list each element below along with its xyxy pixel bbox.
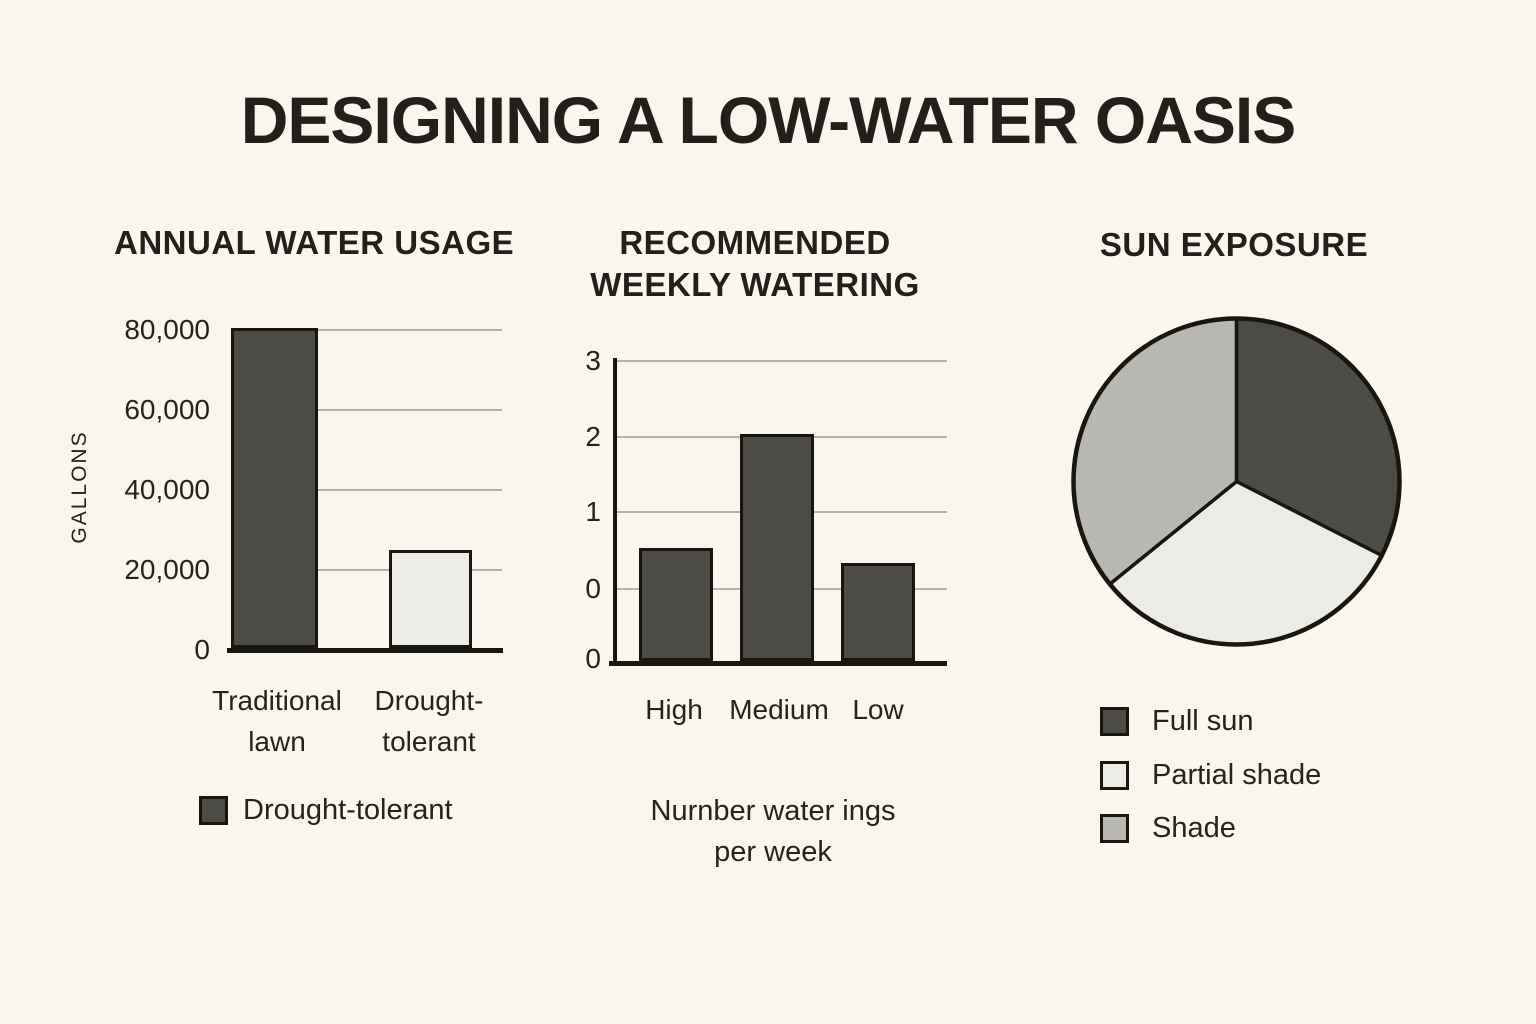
legend-label-partial-shade: Partial shade bbox=[1152, 759, 1322, 791]
weekly-watering-title: RECOMMENDED WEEKLY WATERING bbox=[590, 224, 920, 303]
pie-outline bbox=[1071, 316, 1402, 647]
legend-label-full-sun: Full sun bbox=[1152, 705, 1254, 737]
pie-svg bbox=[1071, 316, 1402, 647]
sun-exposure-pie-chart bbox=[1064, 309, 1409, 654]
x-axis bbox=[227, 648, 503, 653]
y-tick: 60,000 bbox=[124, 394, 210, 425]
y-tick: 3 bbox=[585, 345, 601, 376]
page-title: DESIGNING A LOW-WATER OASIS bbox=[240, 83, 1297, 157]
legend-label-shade: Shade bbox=[1152, 812, 1236, 844]
y-tick: 0 bbox=[194, 634, 210, 665]
x-label-drought-tolerant: Drought- tolerant bbox=[374, 685, 484, 757]
gridline bbox=[232, 409, 502, 411]
bar-high bbox=[639, 548, 713, 661]
x-label-low: Low bbox=[852, 694, 904, 725]
bar-drought-tolerant bbox=[389, 550, 472, 648]
y-tick: 1 bbox=[585, 496, 601, 527]
sun-exposure-title: SUN EXPOSURE bbox=[1099, 226, 1369, 263]
gridline bbox=[232, 489, 502, 491]
annual-water-usage-title: ANNUAL WATER USAGE bbox=[114, 224, 515, 261]
bar-medium bbox=[740, 434, 814, 661]
gridline bbox=[232, 569, 502, 571]
watering-caption: Nurnber water ings per week bbox=[650, 795, 896, 868]
y-axis bbox=[613, 358, 617, 665]
y-tick: 40,000 bbox=[124, 474, 210, 505]
y-tick: 0 bbox=[585, 643, 601, 674]
legend-swatch-partial-shade bbox=[1100, 761, 1129, 790]
x-label-high: High bbox=[645, 694, 703, 725]
gridline bbox=[617, 360, 947, 362]
x-label-traditional-lawn: Traditional lawn bbox=[212, 685, 342, 757]
legend-swatch-drought-tolerant bbox=[199, 796, 228, 825]
gridline bbox=[232, 329, 502, 331]
bar-traditional-lawn bbox=[231, 328, 318, 648]
y-tick: 0 bbox=[585, 573, 601, 604]
y-tick: 80,000 bbox=[124, 314, 210, 345]
x-axis bbox=[609, 661, 947, 666]
x-label-medium: Medium bbox=[729, 694, 829, 725]
y-tick: 20,000 bbox=[124, 554, 210, 585]
legend-label-drought-tolerant: Drought-tolerant bbox=[243, 794, 453, 826]
legend-swatch-shade bbox=[1100, 814, 1129, 843]
bar-low bbox=[841, 563, 915, 661]
legend-swatch-full-sun bbox=[1100, 707, 1129, 736]
y-tick: 2 bbox=[585, 421, 601, 452]
